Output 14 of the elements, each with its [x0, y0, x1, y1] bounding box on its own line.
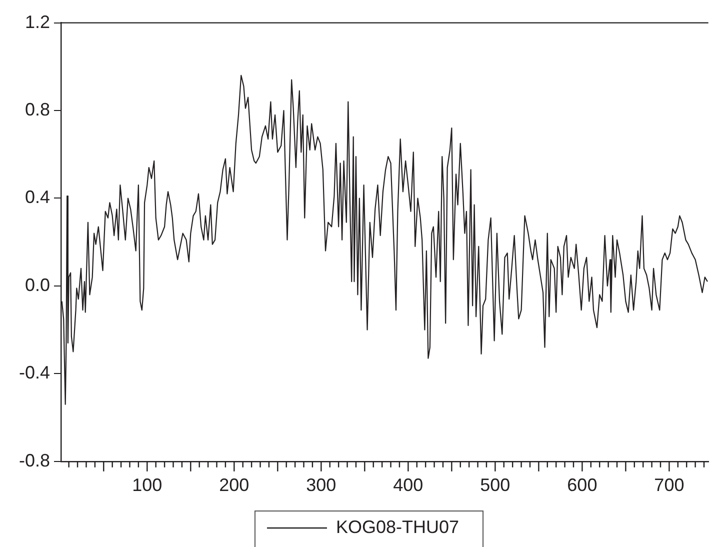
y-tick-label: 0.8: [24, 99, 50, 120]
y-tick-label: 0.0: [24, 274, 50, 295]
y-tick-label: 1.2: [24, 12, 50, 32]
x-tick-label: 300: [306, 475, 336, 496]
x-tick-label: 600: [567, 475, 598, 496]
legend-label: KOG08-THU07: [336, 516, 460, 537]
x-tick-label: 200: [219, 475, 250, 496]
x-tick-label: 400: [393, 475, 424, 496]
y-tick-label: -0.8: [18, 450, 50, 470]
y-tick-label: -0.4: [18, 362, 50, 383]
x-tick-label: 700: [654, 475, 684, 496]
y-tick-label: 0.4: [24, 187, 50, 208]
x-tick-label: 500: [480, 475, 510, 496]
x-tick-label: 100: [132, 475, 162, 496]
